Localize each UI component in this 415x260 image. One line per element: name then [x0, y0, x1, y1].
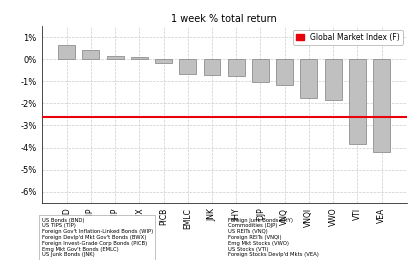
Bar — [179, 59, 196, 74]
Bar — [252, 59, 269, 82]
Bar — [373, 59, 390, 152]
Bar — [228, 59, 245, 76]
Bar — [58, 46, 75, 59]
Bar — [276, 59, 293, 84]
Bar — [203, 59, 220, 75]
Bar — [349, 59, 366, 144]
Bar — [82, 50, 99, 59]
Legend: Global Market Index (F): Global Market Index (F) — [293, 30, 403, 45]
Bar — [107, 56, 124, 59]
Text: Foreign Junk Bonds (IHY)
Commodities (DJP)
US REITs (VNQ)
Foreign REITs (VNQI)
E: Foreign Junk Bonds (IHY) Commodities (DJ… — [228, 218, 319, 257]
Bar — [131, 57, 148, 59]
Text: US Bonds (BND)
US TIPS (TIP)
Foreign Gov't Inflation-Linked Bonds (WIP)
Foreign : US Bonds (BND) US TIPS (TIP) Foreign Gov… — [42, 218, 153, 257]
Bar — [325, 59, 342, 100]
Title: 1 week % total return: 1 week % total return — [171, 14, 277, 24]
Bar — [155, 59, 172, 63]
Bar — [300, 59, 317, 98]
